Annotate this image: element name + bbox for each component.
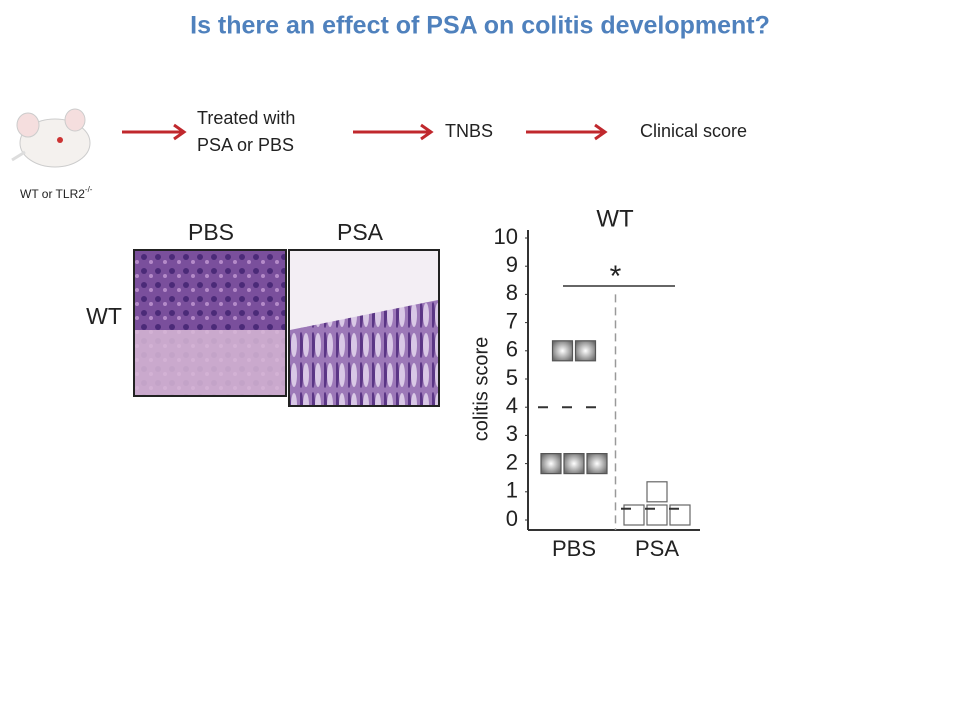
chart-title: WT: [596, 205, 634, 232]
data-point: [646, 504, 668, 526]
mouse-label-text: WT or TLR2: [20, 187, 85, 201]
y-tick-label: 4: [506, 393, 518, 418]
y-tick-label: 8: [506, 280, 518, 305]
histology-column: PBS: [188, 219, 234, 245]
data-point: [669, 504, 691, 526]
y-tick-label: 2: [506, 449, 518, 474]
data-point: [540, 453, 562, 475]
step-1-line: PSA or PBS: [197, 135, 294, 155]
histology-row: WT: [86, 303, 122, 329]
y-tick-label: 5: [506, 365, 518, 390]
y-tick-label: 7: [506, 308, 518, 333]
y-axis-label: colitis score: [470, 337, 492, 441]
mouse-icon: [11, 108, 91, 168]
step-2: TNBS: [445, 121, 493, 141]
y-tick-label: 6: [506, 337, 518, 362]
significance-label: *: [610, 260, 622, 293]
data-point: [563, 453, 585, 475]
data-point: [623, 504, 645, 526]
step-1-line: Treated with: [197, 108, 295, 128]
dot-chart: WT colitis score 0 1 2 3 4 5 6 7 8 9 10 * PBS PSA: [470, 205, 700, 561]
slide-title: Is there an effect of PSA on colitis dev…: [190, 12, 770, 40]
data-point: [586, 453, 608, 475]
histology-image-layer: [135, 330, 285, 395]
y-tick-label: 1: [506, 478, 518, 503]
data-point: [551, 340, 574, 362]
histology-image-layer: [290, 251, 438, 330]
data-point: [574, 340, 597, 362]
histology-column: PSA: [337, 219, 384, 245]
y-tick-label: 3: [506, 421, 518, 446]
arrows: [122, 123, 608, 141]
x-tick-label: PSA: [635, 536, 679, 561]
data-point: [646, 481, 668, 503]
x-tick-label: PBS: [552, 536, 596, 561]
y-tick-label: 10: [494, 224, 518, 249]
step-1: Treated with PSA or PBS: [197, 108, 300, 155]
y-tick-label: 0: [506, 506, 518, 531]
mouse-label-sup: -/-: [85, 185, 93, 194]
y-tick-label: 9: [506, 252, 518, 277]
mouse-label: WT or TLR2-/-: [20, 185, 93, 201]
step-3: Clinical score: [640, 121, 747, 141]
